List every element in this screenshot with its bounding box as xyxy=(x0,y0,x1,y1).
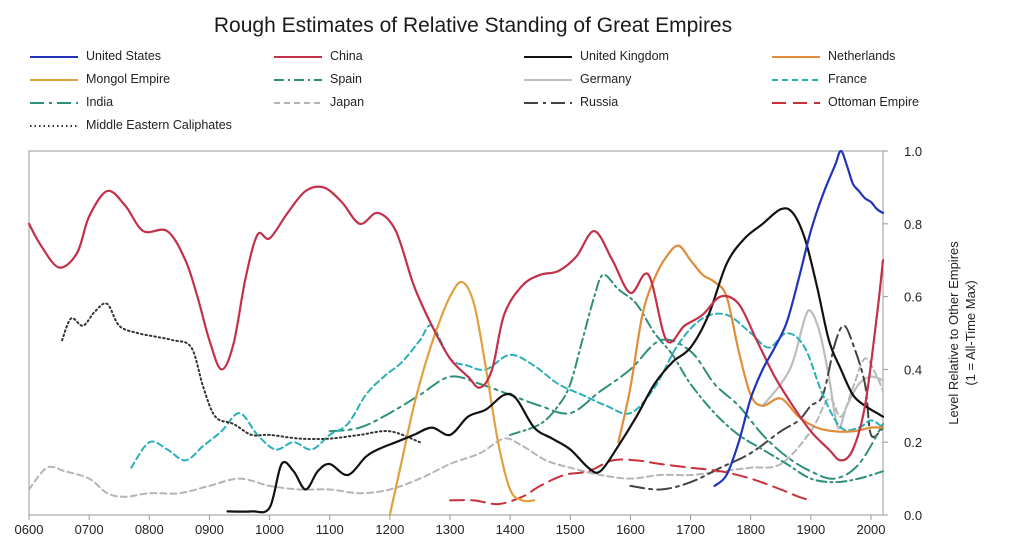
series-line-japan xyxy=(28,357,884,498)
legend-swatch xyxy=(772,79,820,81)
legend-swatch xyxy=(30,56,78,58)
legend-swatch xyxy=(30,102,78,104)
legend-swatch xyxy=(30,125,78,127)
legend-label: Middle Eastern Caliphates xyxy=(86,118,232,132)
legend-label: France xyxy=(828,72,867,86)
legend-swatch xyxy=(524,102,572,104)
legend-label: Germany xyxy=(580,72,632,86)
legend-label: Mongol Empire xyxy=(86,72,171,86)
legend-swatch xyxy=(274,79,322,81)
x-tick-label: 1300 xyxy=(436,522,465,537)
series-line-germany xyxy=(761,308,885,430)
y-axis-label: Level Relative to Other Empires (1 = All-… xyxy=(946,241,978,425)
legend-label: Ottoman Empire xyxy=(828,95,920,109)
x-tick-label: 0800 xyxy=(135,522,164,537)
legend-swatch xyxy=(274,102,322,104)
y-tick-label: 0.6 xyxy=(904,290,922,305)
y-tick-label: 0.4 xyxy=(904,362,922,377)
x-tick-label: 1200 xyxy=(375,522,404,537)
series-line-ottoman-empire xyxy=(449,458,812,506)
y-axis-label-line: (1 = All-Time Max) xyxy=(963,280,978,385)
legend-swatch xyxy=(30,79,78,81)
legend-label: United Kingdom xyxy=(580,49,669,63)
legend: United States China United Kingdom Netherla… xyxy=(0,0,1024,140)
legend-swatch xyxy=(772,56,820,58)
x-tick-label: 0700 xyxy=(75,522,104,537)
legend-label: Netherlands xyxy=(828,49,896,63)
y-tick-label: 0.2 xyxy=(904,435,922,450)
legend-label: Russia xyxy=(580,95,619,109)
series-line-mongol-empire xyxy=(388,280,536,517)
x-tick-label: 1800 xyxy=(736,522,765,537)
x-tick-label: 1500 xyxy=(556,522,585,537)
legend-label: India xyxy=(86,95,114,109)
x-tick-label: 1600 xyxy=(616,522,645,537)
y-tick-label: 0.0 xyxy=(904,508,922,523)
legend-label: United States xyxy=(86,49,162,63)
legend-swatch xyxy=(274,56,322,58)
series-line-russia xyxy=(629,324,884,491)
series-line-middle-eastern-caliphates xyxy=(61,302,421,444)
legend-label: Japan xyxy=(330,95,365,109)
legend-label: Spain xyxy=(330,72,362,86)
series-line-united-kingdom xyxy=(226,207,885,514)
series-line-france xyxy=(130,312,884,469)
series-line-india xyxy=(328,338,884,480)
x-tick-label: 1900 xyxy=(796,522,825,537)
series-line-united-states xyxy=(713,149,885,487)
legend-swatch xyxy=(524,56,572,58)
y-tick-label: 1.0 xyxy=(904,144,922,159)
y-tick-label: 0.8 xyxy=(904,217,922,232)
x-tick-label: 2000 xyxy=(857,522,886,537)
series-line-spain xyxy=(509,273,884,484)
x-tick-label: 1700 xyxy=(676,522,705,537)
series-line-netherlands xyxy=(617,244,885,444)
x-tick-label: 1100 xyxy=(316,522,344,537)
legend-swatch xyxy=(772,102,820,104)
x-tick-label: 1400 xyxy=(496,522,525,537)
legend-swatch xyxy=(524,79,572,81)
x-tick-label: 0600 xyxy=(15,522,44,537)
y-axis-label-line: Level Relative to Other Empires xyxy=(946,241,961,425)
chart-title: Rough Estimates of Relative Standing of … xyxy=(213,14,733,37)
x-tick-label: 1000 xyxy=(255,522,284,537)
series-line-china xyxy=(27,185,885,462)
x-tick-label: 0900 xyxy=(195,522,224,537)
legend-label: China xyxy=(330,49,363,63)
plot-frame xyxy=(28,150,884,516)
